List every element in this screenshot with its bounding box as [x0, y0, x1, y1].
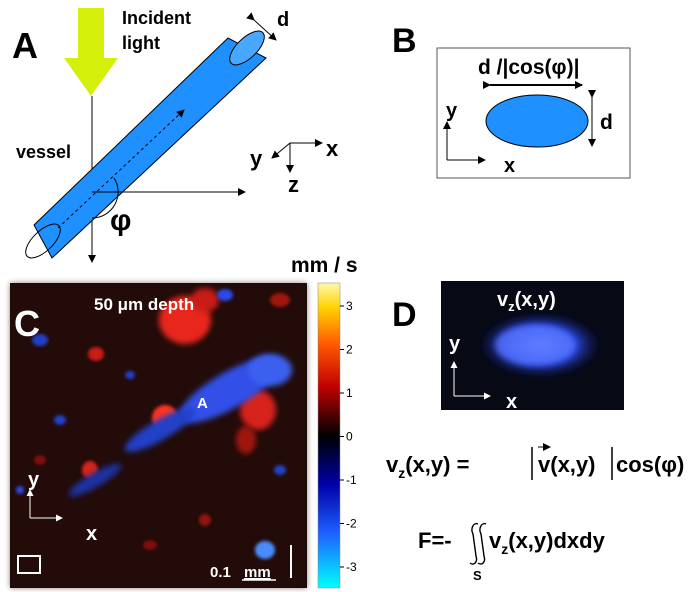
cross-section-ellipse	[485, 94, 589, 148]
diameter-label: d	[277, 9, 289, 31]
eq2-prefix: F=-	[418, 528, 452, 553]
eq1-lhs: vz(x,y) =	[386, 452, 469, 481]
vessel-label: vessel	[16, 142, 71, 162]
vz-image	[441, 281, 624, 410]
colorbar-tick-label: 3	[346, 299, 353, 313]
integral-sign-2	[477, 522, 487, 565]
scale-unit: mm	[244, 564, 271, 581]
colorbar-tick-label: -3	[346, 560, 357, 574]
colorbar-tick-label: -2	[346, 517, 357, 531]
colorbar-unit: mm / s	[291, 254, 358, 277]
coordinate-triad: x y z	[250, 136, 339, 197]
vessel-marker: A	[197, 395, 208, 412]
colorbar-tick-label: 0	[346, 430, 353, 444]
colorbar-tick-label: 2	[346, 343, 353, 357]
eq1-cos: cos(φ)	[616, 452, 684, 477]
depth-label: 50 μm depth	[94, 295, 194, 314]
b-axis-x-label: x	[504, 155, 515, 177]
flow-direction-arrow	[57, 109, 185, 229]
angle-arc	[91, 177, 119, 219]
integral-sign-1	[469, 522, 479, 565]
colorbar-ticks: 3 2 1 0 -1 -2 -3	[340, 299, 357, 574]
panel-a: A Incident light φ d vessel x y	[12, 8, 339, 263]
angle-label: φ	[110, 204, 131, 237]
equation-flow: F=- vz(x,y)dxdy S	[418, 522, 606, 583]
d-axis-x-label: x	[506, 391, 517, 413]
incident-light-arrow	[64, 8, 118, 96]
equation-velocity: vz(x,y) = v(x,y) cos(φ)	[386, 443, 684, 481]
axis-x-label: x	[326, 136, 339, 161]
panel-c-letter: C	[14, 303, 40, 344]
panel-d-letter: D	[392, 296, 417, 334]
incident-label-1: Incident	[122, 8, 191, 28]
colorbar-tick-label: 1	[346, 386, 353, 400]
b-axis-y-label: y	[446, 100, 458, 122]
width-label: d /|cos(φ)|	[478, 56, 579, 79]
axis-y-label: y	[250, 146, 263, 171]
diameter-arrow	[246, 12, 277, 41]
c-axis-x-label: x	[86, 523, 97, 545]
colorbar	[317, 282, 341, 589]
eq1-vector: v(x,y)	[538, 452, 596, 477]
incident-label-2: light	[122, 33, 160, 53]
height-label: d	[600, 111, 613, 134]
panel-b-letter: B	[392, 22, 417, 60]
region-box	[17, 555, 41, 574]
panel-c: C 50 μm depth A y x 0.1 mm mm / s 3 2 1 0 -1…	[10, 254, 358, 589]
eq2-integrand: vz(x,y)dxdy	[489, 528, 606, 557]
colorbar-tick-label: -1	[346, 473, 357, 487]
axis-z-label: z	[288, 172, 299, 197]
c-axis-y-label: y	[28, 469, 40, 491]
scale-value: 0.1	[210, 564, 231, 581]
panel-d: D vz(x,y) y x vz(x,y) = v(x,y) cos(φ) F=…	[386, 281, 684, 583]
d-axis-y-label: y	[449, 333, 461, 355]
eq2-domain: S	[473, 568, 482, 583]
panel-b: B d /|cos(φ)| d y x	[392, 22, 631, 179]
vz-image-label: vz(x,y)	[497, 289, 556, 314]
panel-a-letter: A	[12, 25, 38, 66]
velocity-map	[10, 283, 307, 588]
